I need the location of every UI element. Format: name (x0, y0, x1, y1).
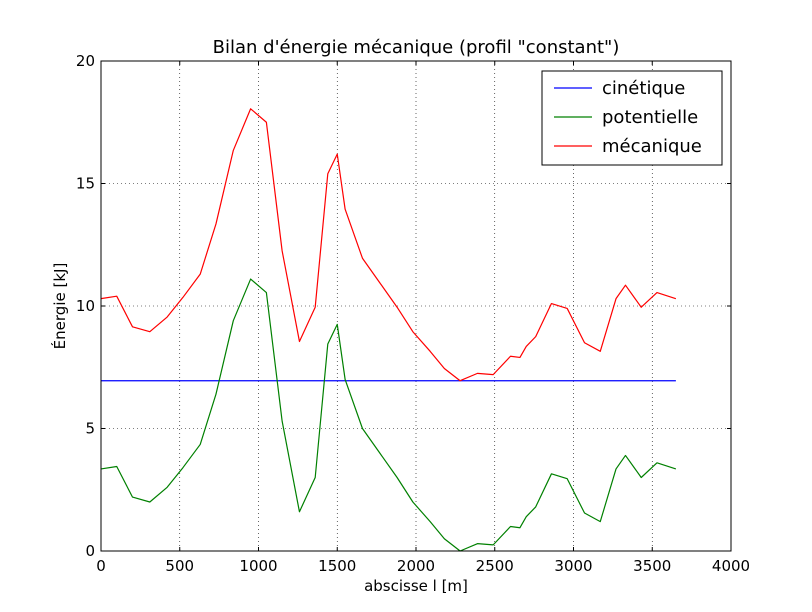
series-line-2 (100, 108, 677, 382)
y-tick-label: 20 (76, 52, 95, 70)
chart-title: Bilan d'énergie mécanique (profil "const… (213, 37, 620, 58)
axis-ticks: 0 500 1000 1500 2000 2500 3000 3500 4000 0 5 10 15 20 (76, 52, 750, 575)
x-tick-label: 1000 (239, 557, 277, 575)
x-tick-label: 2000 (397, 557, 435, 575)
legend: cinétique potentielle mécanique (541, 70, 723, 166)
x-tick-label: 0 (96, 557, 106, 575)
x-axis-label: abscisse l [m] (364, 577, 468, 595)
x-tick-label: 3500 (633, 557, 671, 575)
series-lines (100, 108, 677, 552)
series-line-1 (100, 278, 677, 552)
legend-label-0: cinétique (602, 78, 685, 99)
x-tick-label: 1500 (318, 557, 356, 575)
y-tick-label: 5 (85, 420, 95, 438)
x-tick-label: 500 (165, 557, 194, 575)
x-tick-label: 2500 (476, 557, 514, 575)
y-tick-label: 10 (76, 297, 95, 315)
y-tick-label: 15 (76, 175, 95, 193)
legend-label-2: mécanique (602, 136, 702, 157)
legend-box (541, 70, 723, 166)
y-axis-label: Énergie [kJ] (50, 263, 69, 350)
x-tick-label: 4000 (712, 557, 750, 575)
y-tick-label: 0 (85, 542, 95, 560)
x-tick-label: 3000 (554, 557, 592, 575)
legend-label-1: potentielle (602, 107, 698, 128)
